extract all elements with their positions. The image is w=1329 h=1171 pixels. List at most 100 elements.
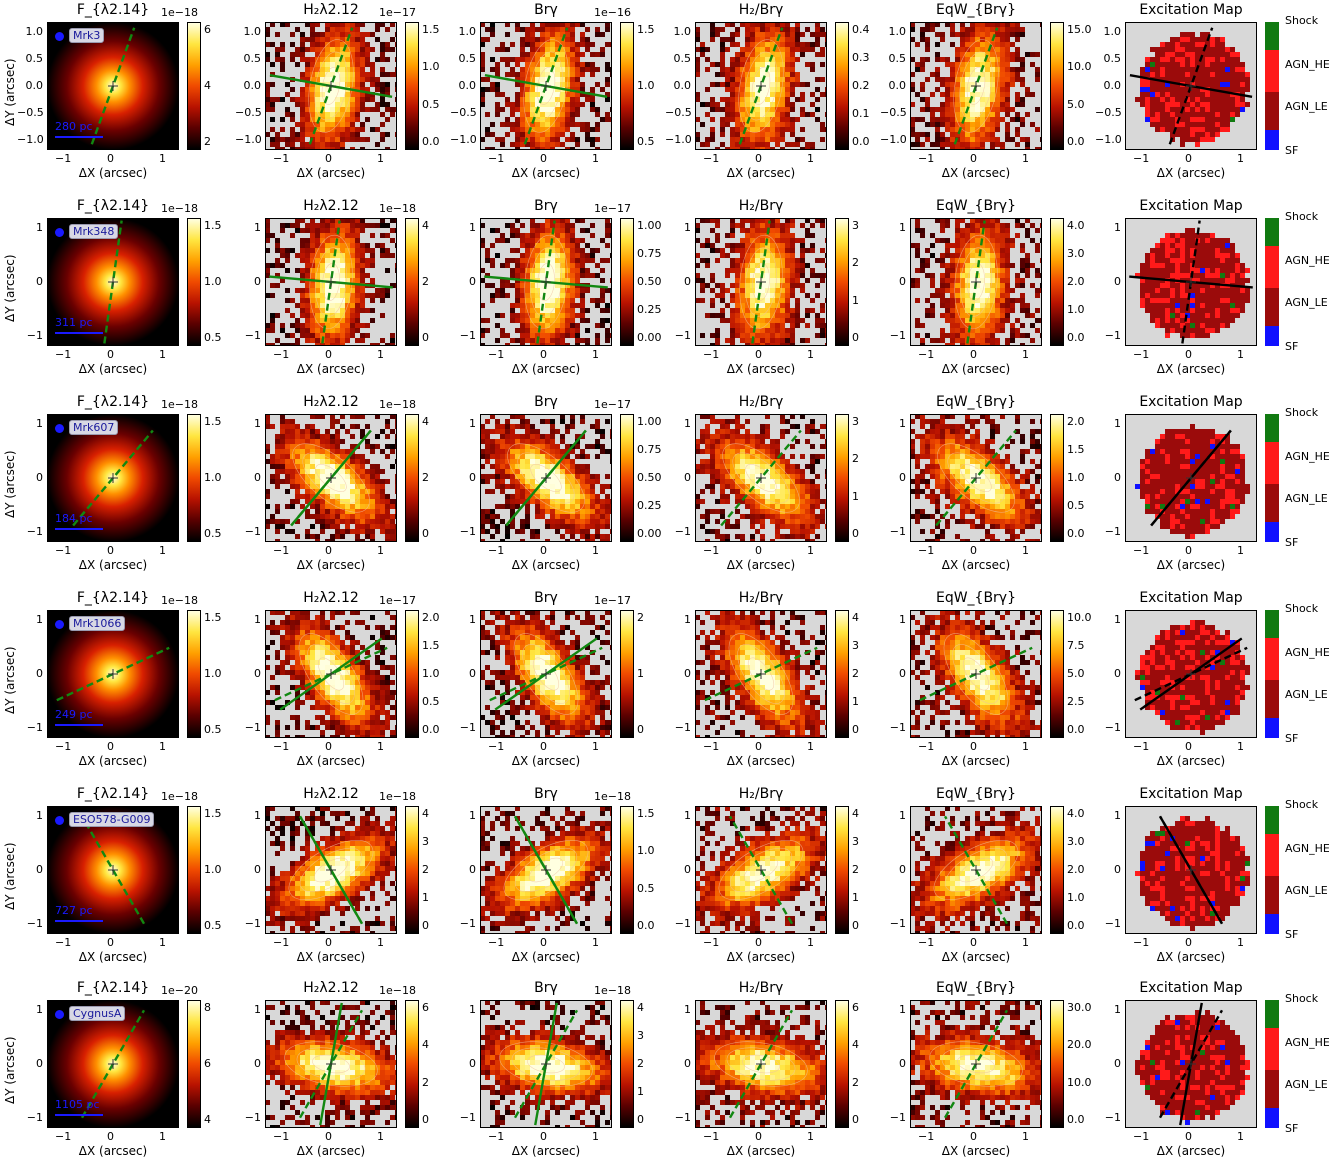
colorbar-tick-label: 2.0	[1067, 863, 1085, 876]
panel-title: Excitation Map	[1139, 2, 1243, 18]
y-tick-label: −1.0	[1095, 133, 1122, 146]
x-tick-label: 0	[325, 348, 332, 361]
panel-title: EqW_{Brγ}	[935, 786, 1017, 802]
panel-title: H₂/Brγ	[738, 786, 784, 802]
y-tick-label: 0	[254, 667, 261, 680]
x-axis-label: ΔX (arcsec)	[78, 558, 148, 572]
y-tick-label: 0	[469, 275, 476, 288]
y-tick-label: 0	[469, 1057, 476, 1070]
colorbar-tick-label: 6	[852, 1001, 859, 1014]
excitation-colorbar-segment	[1265, 218, 1279, 246]
x-tick-label: 0	[970, 936, 977, 949]
colorbar-tick-label: 30.0	[1067, 1001, 1092, 1014]
map-panel	[480, 1000, 612, 1128]
x-tick-label: 0	[325, 1130, 332, 1143]
y-tick-label: 1	[254, 613, 261, 626]
x-axis-label: ΔX (arcsec)	[1156, 754, 1226, 768]
x-tick-label: 0	[1185, 936, 1192, 949]
y-tick-label: 0	[899, 1057, 906, 1070]
x-tick-label: −1	[55, 544, 72, 557]
y-tick-label: 0	[36, 275, 43, 288]
y-tick-label: 0	[1114, 275, 1121, 288]
panel-title: F_{λ2.14}	[76, 786, 150, 802]
excitation-colorbar-segment	[1265, 92, 1279, 130]
y-tick-label: 0	[36, 863, 43, 876]
colorbar-tick-label: 0.5	[422, 695, 440, 708]
x-tick-label: 0	[970, 348, 977, 361]
y-tick-label: −0.5	[880, 106, 907, 119]
beam-marker	[55, 424, 64, 433]
y-tick-label: 1	[254, 221, 261, 234]
excitation-category-label: AGN_LE	[1285, 296, 1328, 309]
colorbar	[405, 218, 419, 346]
y-tick-label: −1.0	[235, 133, 262, 146]
y-tick-label: −1.0	[880, 133, 907, 146]
colorbar	[405, 806, 419, 934]
scale-bar	[55, 136, 103, 138]
y-axis-label: ΔY (arcsec)	[3, 450, 17, 518]
map-panel	[695, 414, 827, 542]
colorbar-tick-label: 0.0	[1067, 919, 1085, 932]
galaxy-name-badge: Mrk348	[69, 224, 119, 239]
x-axis-label: ΔX (arcsec)	[511, 558, 581, 572]
y-tick-label: −0.5	[450, 106, 477, 119]
map-panel	[910, 806, 1042, 934]
colorbar	[620, 610, 634, 738]
colorbar-tick-label: 7.5	[1067, 639, 1085, 652]
map-panel	[1125, 610, 1257, 738]
x-tick-label: 1	[377, 544, 384, 557]
x-tick-label: 1	[159, 936, 166, 949]
y-tick-label: −1	[26, 329, 43, 342]
y-tick-label: −1	[459, 721, 476, 734]
y-tick-label: 0.0	[243, 79, 262, 92]
x-axis-label: ΔX (arcsec)	[78, 1144, 148, 1158]
colorbar-tick-label: 1.5	[204, 219, 222, 232]
x-tick-label: 0	[107, 152, 114, 165]
x-axis-label: ΔX (arcsec)	[78, 166, 148, 180]
map-panel	[480, 806, 612, 934]
colorbar-tick-label: 1.0	[422, 60, 440, 74]
colorbar-tick-label: 0.0	[1067, 331, 1085, 344]
y-tick-label: 0	[899, 863, 906, 876]
x-tick-label: 0	[970, 1130, 977, 1143]
y-tick-label: 1	[36, 1003, 43, 1016]
x-tick-label: 1	[159, 152, 166, 165]
y-tick-label: −1	[244, 329, 261, 342]
x-tick-label: −1	[918, 1130, 935, 1143]
y-tick-label: −0.5	[665, 106, 692, 119]
excitation-category-label: Shock	[1285, 798, 1319, 811]
y-tick-label: 0	[254, 863, 261, 876]
y-tick-label: −1	[459, 329, 476, 342]
excitation-colorbar-segment	[1265, 1108, 1279, 1128]
map-panel	[1125, 218, 1257, 346]
colorbar-tick-label: 1.5	[204, 611, 222, 624]
x-tick-label: −1	[273, 1130, 290, 1143]
panel-title: EqW_{Brγ}	[935, 980, 1017, 996]
colorbar-tick-label: 3	[852, 415, 859, 428]
excitation-category-label: AGN_LE	[1285, 688, 1328, 701]
y-tick-label: 0.5	[458, 52, 477, 65]
x-axis-label: ΔX (arcsec)	[296, 362, 366, 376]
colorbar-tick-label: 0	[852, 919, 859, 932]
beam-marker	[55, 32, 64, 41]
x-tick-label: −1	[1133, 544, 1150, 557]
x-tick-label: 0	[1185, 544, 1192, 557]
y-tick-label: 0	[254, 275, 261, 288]
colorbar-tick-label: 2.0	[422, 611, 440, 624]
x-tick-label: 1	[159, 544, 166, 557]
excitation-colorbar-segment	[1265, 610, 1279, 638]
x-axis-label: ΔX (arcsec)	[296, 1144, 366, 1158]
colorbar-tick-label: 4	[422, 415, 429, 428]
y-tick-label: −0.5	[235, 106, 262, 119]
x-tick-label: 1	[377, 936, 384, 949]
colorbar	[835, 610, 849, 738]
y-tick-label: −0.5	[17, 106, 44, 119]
x-tick-label: 0	[325, 152, 332, 165]
colorbar-tick-label: 0.0	[637, 919, 655, 932]
y-tick-label: −1	[244, 1111, 261, 1124]
x-tick-label: −1	[1133, 152, 1150, 165]
y-tick-label: 1	[254, 417, 261, 430]
colorbar-tick-label: 0	[852, 527, 859, 540]
colorbar-tick-label: 1	[852, 293, 859, 307]
x-tick-label: 1	[1237, 936, 1244, 949]
